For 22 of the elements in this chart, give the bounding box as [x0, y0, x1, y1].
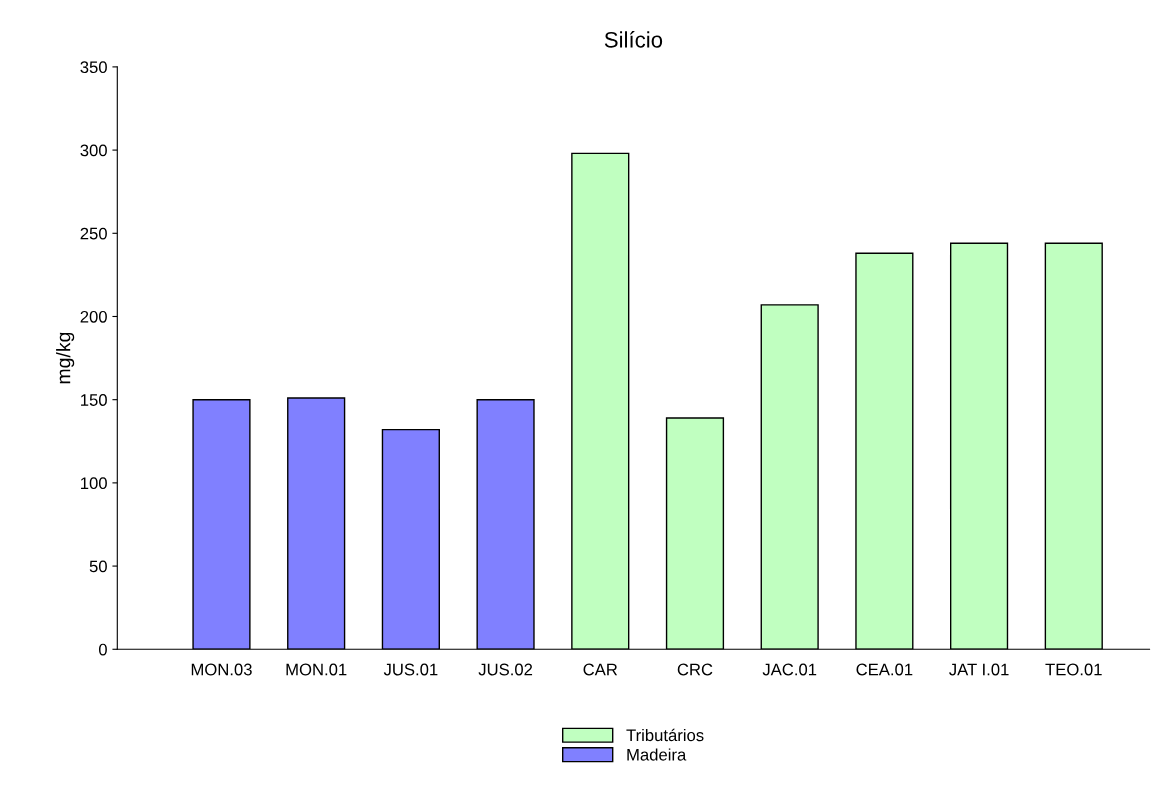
- y-tick-label: 200: [80, 310, 107, 323]
- y-tick-label: 0: [98, 643, 107, 656]
- y-tick-label: 300: [80, 144, 107, 157]
- x-tick-label: MON.03: [191, 663, 252, 676]
- x-tick-label: CAR: [583, 663, 618, 676]
- y-tick-label: 350: [80, 61, 107, 74]
- legend-label: Tributários: [626, 728, 704, 742]
- x-tick-label: JAT I.01: [949, 663, 1009, 676]
- y-tick-label: 150: [81, 394, 107, 406]
- chart-title: Silício: [604, 31, 663, 48]
- y-tick-label: 100: [81, 477, 107, 490]
- x-tick-label: JUS.02: [478, 663, 533, 676]
- x-tick-label: JUS.01: [383, 663, 438, 676]
- y-tick-label: 250: [80, 227, 107, 240]
- y-axis-title: mg/kg: [56, 332, 75, 384]
- x-tick-label: CRC: [677, 663, 713, 676]
- x-tick-label: JAC.01: [762, 663, 817, 676]
- x-tick-label: TEO.01: [1045, 663, 1102, 676]
- x-tick-label: MON.01: [286, 663, 347, 676]
- y-tick-label: 50: [89, 560, 107, 573]
- x-tick-label: CEA.01: [856, 663, 913, 676]
- legend-label: Madeira: [627, 748, 687, 761]
